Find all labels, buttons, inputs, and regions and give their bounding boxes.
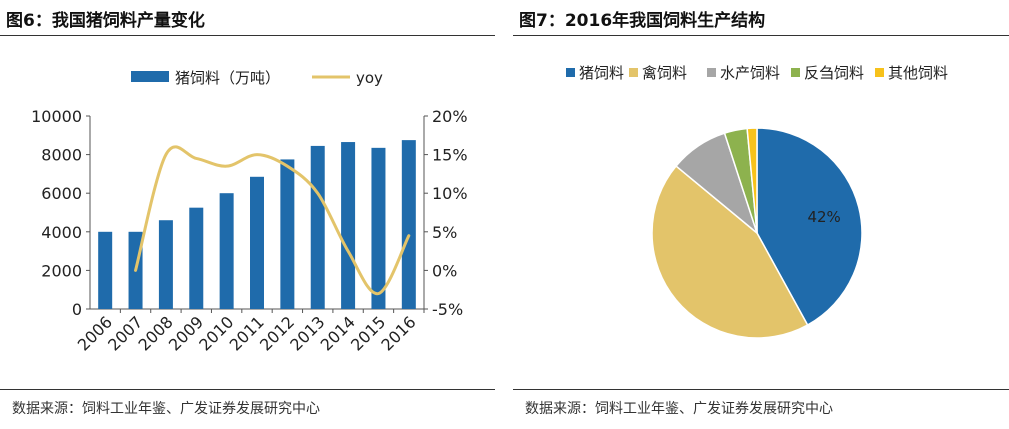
- bar-2011: [250, 176, 264, 309]
- figure-6-title-rule: [0, 35, 495, 36]
- legend-swatch-1: [566, 68, 575, 77]
- x-tick-label: 2011: [226, 312, 268, 354]
- legend-line-label: yoy: [356, 69, 383, 87]
- x-tick-label: 2007: [104, 312, 146, 354]
- bar-2013: [310, 145, 325, 309]
- pie-data-label: 42%: [807, 208, 840, 226]
- figure-6-title: 图6：我国猪饲料产量变化: [6, 11, 205, 31]
- legend-bar-label: 猪饲料（万吨）: [175, 69, 280, 87]
- legend-label-5: 其他饲料: [888, 64, 948, 82]
- right-y-tick-label: 10%: [432, 184, 468, 203]
- bar-2010: [219, 193, 234, 309]
- pie-slice-1: [756, 127, 863, 327]
- legend-label-1: 猪饲料: [579, 64, 624, 82]
- x-tick-label: 2010: [195, 312, 237, 354]
- bar-2009: [189, 207, 204, 309]
- legend-swatch-5: [875, 68, 884, 77]
- x-tick-label: 2009: [165, 312, 207, 354]
- legend-bar-swatch: [131, 71, 169, 82]
- legend-label-4: 反刍饲料: [804, 64, 864, 82]
- legend-swatch-4: [791, 68, 800, 77]
- pie-slice-5: [746, 127, 758, 234]
- bar-2014: [341, 142, 356, 309]
- bar-2006: [98, 231, 113, 309]
- left-y-tick-label: 6000: [41, 184, 82, 203]
- figure-7-panel: 图7：2016年我国饲料生产结构 42% 猪饲料 禽饲料 水产饲料 反刍饲料 其他饲料 数…: [513, 0, 1009, 429]
- bar-2008: [158, 220, 173, 309]
- figure-7-title: 图7：2016年我国饲料生产结构: [519, 11, 766, 31]
- figure-6-panel: 图6：我国猪饲料产量变化 0 2000 4000 6000 8000 10000 -5% 0%…: [0, 0, 495, 429]
- x-tick-label: 2012: [256, 312, 298, 354]
- figure-7-bottom-rule: [513, 389, 1009, 390]
- right-y-tick-label: 0%: [432, 261, 457, 280]
- bar-2015: [371, 147, 386, 309]
- legend-swatch-2: [629, 68, 638, 77]
- x-tick-label: 2015: [347, 312, 389, 354]
- left-y-tick-label: 0: [72, 300, 82, 319]
- figure-6-source: 数据来源：饲料工业年鉴、广发证券发展研究中心: [12, 401, 320, 417]
- yoy-line: [134, 145, 411, 296]
- pig-feed-combo-chart: 0 2000 4000 6000 8000 10000 -5% 0% 5% 10% 15% 20% 20…: [31, 69, 468, 355]
- left-y-tick-label: 8000: [41, 146, 82, 165]
- left-y-tick-label: 4000: [41, 223, 82, 242]
- right-y-tick-label: 20%: [432, 107, 468, 126]
- figure-6-bottom-rule: [0, 389, 495, 390]
- x-tick-label: 2016: [377, 312, 419, 354]
- bar-2016: [401, 140, 416, 309]
- left-y-tick-label: 10000: [31, 107, 82, 126]
- right-y-tick-label: 5%: [432, 223, 457, 242]
- figure-7-title-rule: [513, 35, 1009, 36]
- right-y-tick-label: -5%: [432, 300, 463, 319]
- pie-slice-2: [651, 165, 809, 339]
- figure-7-source: 数据来源：饲料工业年鉴、广发证券发展研究中心: [525, 401, 833, 417]
- x-tick-label: 2013: [286, 312, 328, 354]
- feed-structure-pie-chart: 42% 猪饲料 禽饲料 水产饲料 反刍饲料 其他饲料: [566, 64, 948, 339]
- bar-2012: [280, 159, 295, 309]
- left-y-tick-label: 2000: [41, 261, 82, 280]
- x-tick-label: 2014: [317, 312, 359, 354]
- legend-label-2: 禽饲料: [642, 64, 687, 82]
- right-y-tick-label: 15%: [432, 146, 468, 165]
- legend-label-3: 水产饲料: [720, 64, 780, 82]
- legend-swatch-3: [707, 68, 716, 77]
- x-tick-label: 2008: [135, 312, 177, 354]
